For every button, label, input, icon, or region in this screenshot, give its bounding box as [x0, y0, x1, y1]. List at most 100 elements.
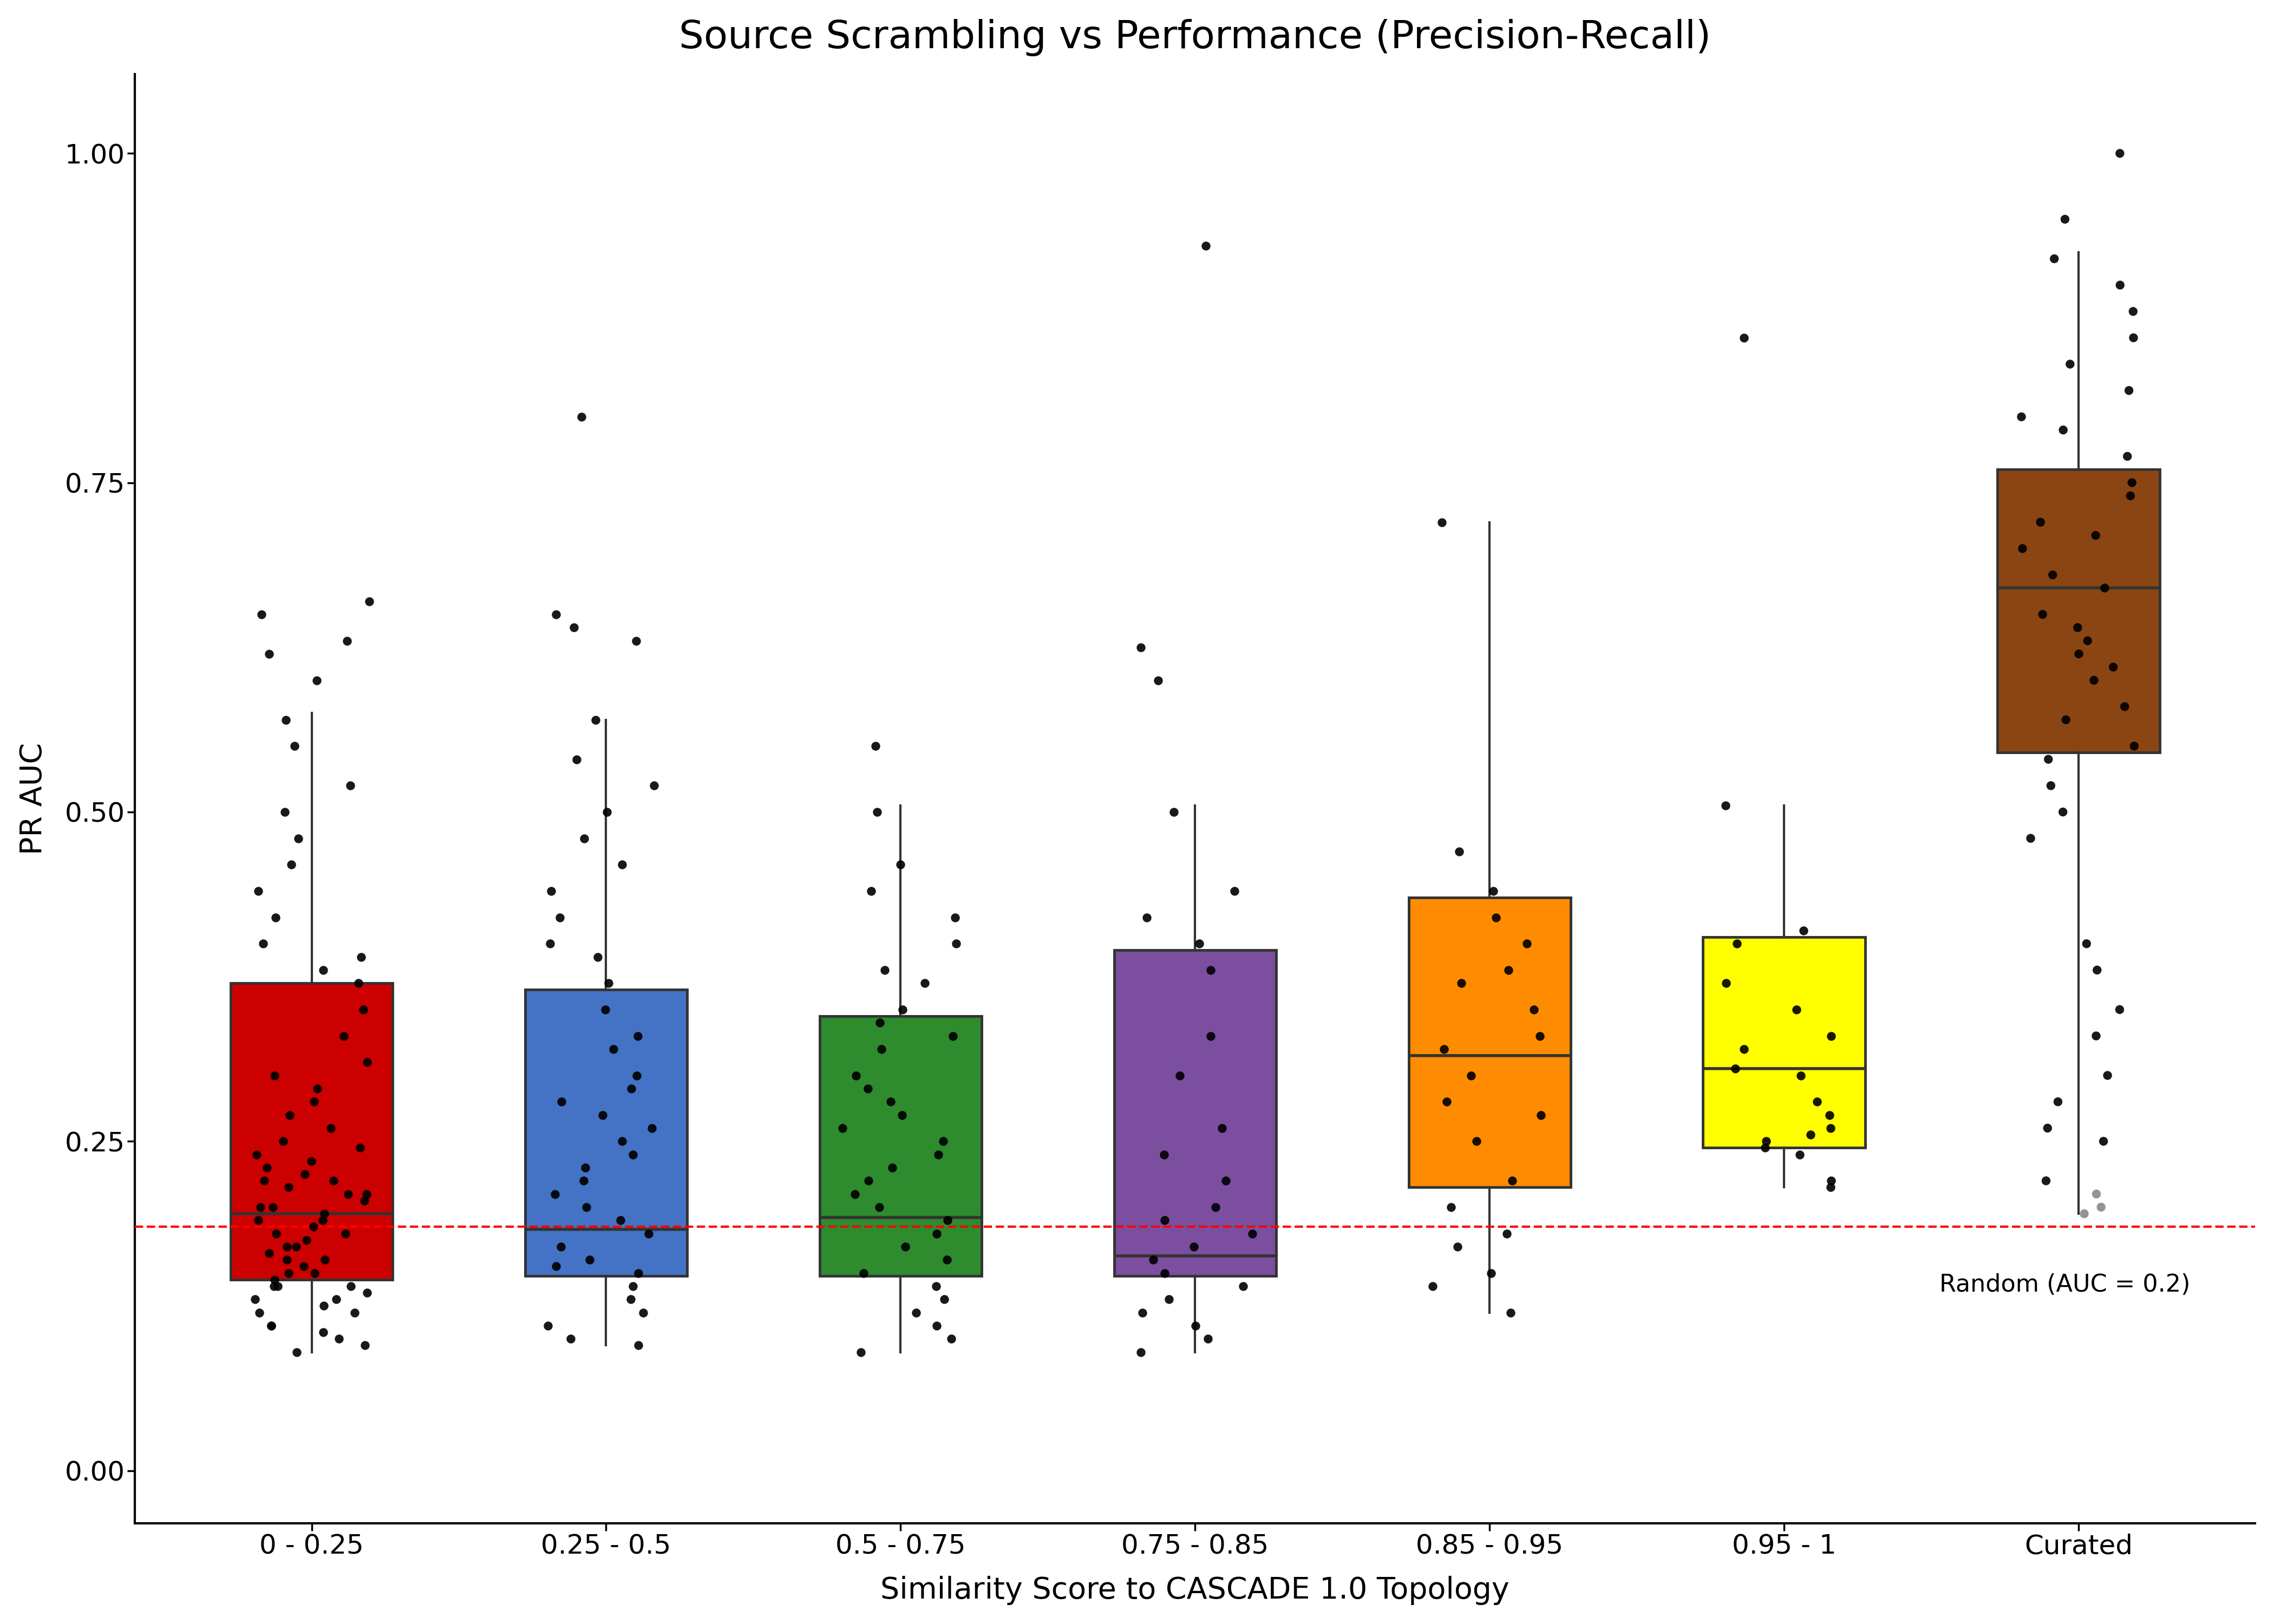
PathPatch shape [1408, 898, 1571, 1187]
Point [305, 1207, 341, 1233]
Point [1781, 1142, 1817, 1168]
Point [330, 1181, 366, 1207]
Point [1799, 1088, 1835, 1114]
Point [2083, 1194, 2119, 1220]
Point [837, 1181, 873, 1207]
Title: Source Scrambling vs Performance (Precision-Recall): Source Scrambling vs Performance (Precis… [680, 19, 1710, 57]
PathPatch shape [525, 989, 687, 1276]
Point [266, 1129, 302, 1155]
Point [2076, 667, 2113, 693]
Point [862, 1194, 898, 1220]
Point [316, 1168, 352, 1194]
Point [1778, 997, 1815, 1023]
Point [937, 931, 973, 957]
Point [621, 1260, 657, 1286]
Point [1428, 1088, 1464, 1114]
Point [559, 747, 596, 773]
Point [268, 1234, 305, 1260]
Point [1508, 931, 1544, 957]
Point [1146, 1260, 1182, 1286]
Point [287, 1254, 323, 1280]
Point [2028, 1168, 2065, 1194]
Point [1192, 1023, 1228, 1049]
Point [2117, 732, 2153, 758]
Point [1414, 1273, 1451, 1299]
Point [543, 1088, 580, 1114]
Point [898, 1299, 935, 1325]
Point [2110, 443, 2147, 469]
Point [246, 1168, 282, 1194]
Point [837, 1062, 873, 1088]
Point [252, 1312, 289, 1338]
Point [341, 970, 377, 996]
Point [580, 944, 616, 970]
Point [1444, 970, 1480, 996]
Point [1812, 1168, 1849, 1194]
Point [866, 957, 903, 983]
Point [882, 851, 919, 877]
Point [2078, 957, 2115, 983]
Point [619, 628, 655, 654]
Point [1176, 1234, 1212, 1260]
Point [1517, 997, 1553, 1023]
Point [885, 997, 921, 1023]
Point [637, 773, 673, 799]
Point [332, 1273, 368, 1299]
Point [280, 1340, 316, 1366]
Point [259, 1273, 296, 1299]
Point [860, 799, 896, 825]
Point [612, 1286, 648, 1312]
Point [1123, 1340, 1160, 1366]
Point [2012, 825, 2049, 851]
Point [1453, 1062, 1489, 1088]
Text: Random (AUC = 0.2): Random (AUC = 0.2) [1940, 1273, 2190, 1296]
Point [2106, 693, 2142, 719]
Point [2078, 523, 2115, 549]
Point [1151, 1286, 1187, 1312]
Point [246, 931, 282, 957]
Point [1785, 918, 1821, 944]
Point [555, 614, 591, 640]
Point [2090, 1062, 2126, 1088]
Point [566, 1168, 603, 1194]
Point [348, 1049, 384, 1075]
Point [1178, 1312, 1214, 1338]
Point [539, 601, 575, 627]
Point [850, 1168, 887, 1194]
Point [1494, 1168, 1530, 1194]
Point [2067, 1200, 2103, 1226]
Point [1458, 1129, 1494, 1155]
Point [1474, 1260, 1510, 1286]
Point [257, 1267, 293, 1293]
Point [277, 1234, 314, 1260]
Point [1792, 1122, 1828, 1148]
Point [605, 851, 641, 877]
Point [307, 1247, 343, 1273]
Point [287, 1161, 323, 1187]
Point [919, 1273, 955, 1299]
Point [1189, 1325, 1226, 1351]
Point [1123, 635, 1160, 661]
Point [271, 1103, 307, 1129]
Point [564, 404, 600, 430]
PathPatch shape [1114, 950, 1276, 1276]
Point [327, 1221, 364, 1247]
PathPatch shape [819, 1017, 982, 1276]
Point [603, 1207, 639, 1233]
Point [2040, 1088, 2076, 1114]
Point [305, 1319, 341, 1345]
Point [930, 1207, 966, 1233]
Point [289, 1228, 325, 1254]
Point [1478, 905, 1514, 931]
Point [2085, 1129, 2122, 1155]
Point [596, 1036, 632, 1062]
Point [2003, 404, 2040, 430]
Point [252, 1312, 289, 1338]
Point [862, 1010, 898, 1036]
Point [1139, 667, 1176, 693]
Point [921, 1142, 957, 1168]
Point [2051, 351, 2088, 377]
Point [928, 1247, 964, 1273]
Point [2101, 140, 2138, 166]
Point [2022, 510, 2058, 536]
